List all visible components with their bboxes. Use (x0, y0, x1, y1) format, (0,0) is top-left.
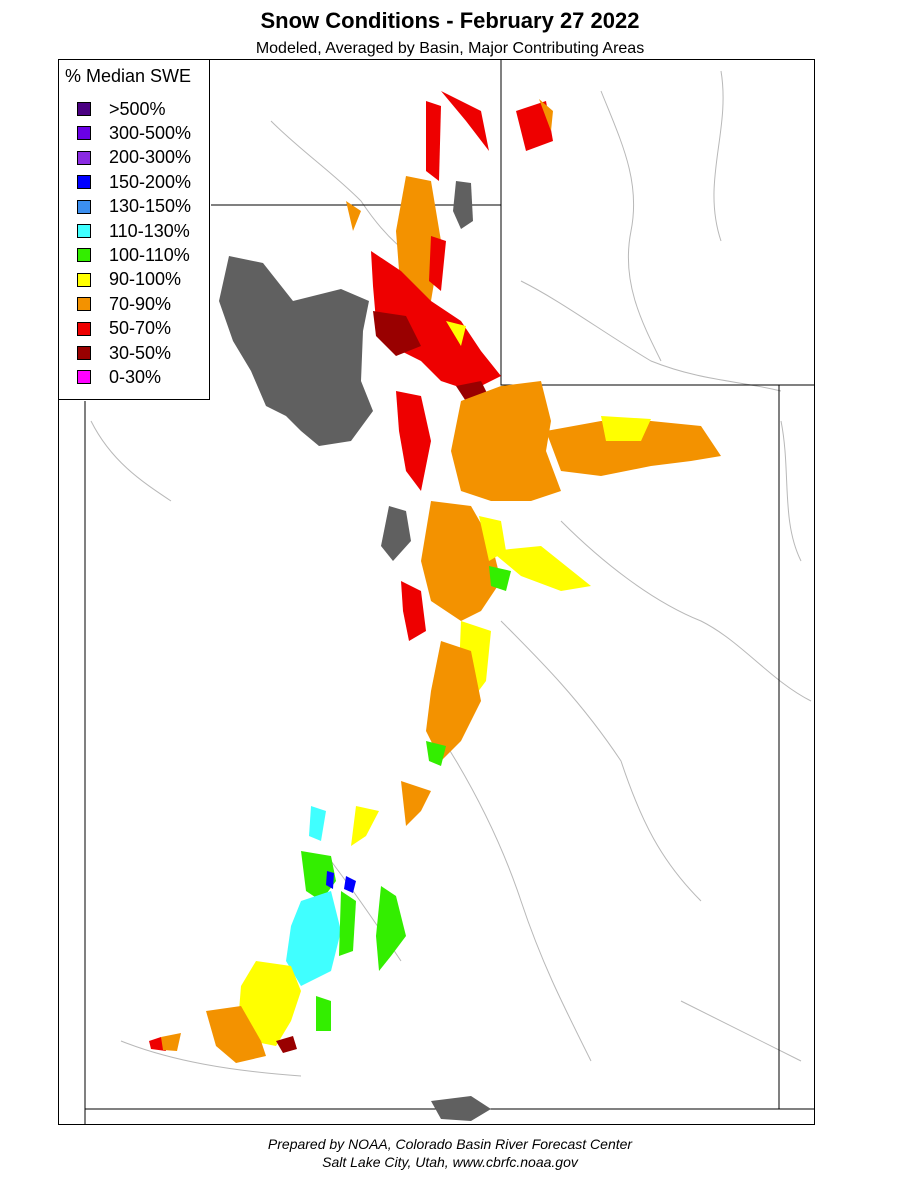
state-borders (84, 60, 814, 1124)
legend-item: >500% (77, 98, 166, 120)
snow-region (421, 501, 501, 621)
snow-region (539, 99, 553, 131)
snow-region (489, 566, 511, 591)
snow-region (451, 381, 561, 501)
legend-label: 150-200% (109, 171, 192, 192)
legend-swatch (77, 321, 91, 336)
snow-region (396, 391, 431, 491)
water-body (219, 256, 373, 446)
snow-region (351, 806, 379, 846)
map-canvas (84, 60, 814, 1124)
water-body (431, 1096, 491, 1121)
snow-region (401, 781, 431, 826)
legend-item: 200-300% (77, 147, 191, 169)
river-line (90, 420, 172, 502)
legend-swatch (77, 272, 91, 287)
legend-swatch (77, 150, 91, 165)
snow-region (426, 641, 481, 761)
legend-label: 50-70% (109, 318, 172, 339)
river-line (780, 420, 802, 562)
footer-line-2: Salt Lake City, Utah, www.cbrfc.noaa.gov (322, 1154, 578, 1170)
border-line (500, 60, 814, 386)
river-line (560, 520, 812, 702)
legend-label: 110-130% (109, 220, 190, 241)
snow-region (326, 871, 334, 889)
legend-swatch (77, 346, 91, 360)
legend-swatch (77, 224, 91, 238)
map-title: Snow Conditions - February 27 2022 (260, 8, 640, 33)
snow-region (371, 251, 501, 391)
legend-label: >500% (109, 98, 166, 119)
snow-region (276, 1036, 297, 1053)
snow-region (344, 876, 356, 893)
river-line (680, 1000, 802, 1062)
legend-swatch (77, 175, 91, 190)
map-subtitle: Modeled, Averaged by Basin, Major Contri… (255, 40, 645, 57)
snow-region (316, 996, 331, 1031)
snow-region (426, 741, 446, 766)
snow-region (206, 1006, 266, 1063)
legend-label: 90-100% (109, 269, 182, 290)
legend-item: 100-110% (77, 244, 190, 266)
snow-region (441, 91, 489, 151)
snow-region (309, 806, 326, 841)
river-line (120, 1040, 302, 1077)
legend-item: 90-100% (77, 269, 181, 291)
snow-region (161, 1033, 181, 1051)
river-line (500, 620, 702, 902)
snow-region (446, 321, 466, 346)
legend-item: 50-70% (77, 318, 171, 340)
legend: % Median SWE >500% 300-500% 200-300% 150-20… (58, 59, 210, 400)
snow-region (301, 851, 336, 901)
snow-region (346, 201, 361, 231)
legend-item: 150-200% (77, 171, 191, 193)
river-line (430, 720, 592, 1062)
snow-region (376, 886, 406, 971)
legend-item: 110-130% (77, 220, 190, 242)
legend-item: 130-150% (77, 196, 191, 218)
snow-region (373, 311, 421, 356)
legend-title: % Median SWE (65, 66, 192, 86)
legend-item: 300-500% (77, 122, 191, 144)
legend-swatch (77, 199, 91, 214)
legend-swatch (77, 297, 91, 312)
river-line (520, 280, 782, 392)
legend-label: 130-150% (109, 196, 192, 217)
snow-region (286, 891, 341, 986)
legend-swatch (77, 126, 91, 141)
legend-swatch (77, 102, 91, 116)
map-frame (58, 59, 815, 1125)
river-line (600, 90, 662, 362)
legend-label: 100-110% (109, 244, 190, 265)
snow-region (516, 101, 553, 151)
legend-item: 0-30% (77, 366, 161, 388)
snow-region (479, 516, 506, 561)
legend-label: 300-500% (109, 122, 192, 143)
legend-label: 30-50% (109, 342, 172, 363)
legend-label: 70-90% (109, 293, 172, 314)
snow-region (601, 416, 651, 441)
snow-region (401, 581, 426, 641)
water-body (453, 181, 473, 229)
snow-region (426, 101, 441, 181)
footer-line-1: Prepared by NOAA, Colorado Basin River F… (267, 1136, 633, 1152)
snow-region (546, 421, 721, 476)
legend-label: 0-30% (109, 366, 162, 387)
snow-region (239, 961, 301, 1046)
legend-swatch (77, 370, 91, 385)
legend-item: 30-50% (77, 342, 171, 364)
river-line (713, 70, 724, 242)
water-body (381, 506, 411, 561)
snow-region (339, 891, 356, 956)
legend-swatch (77, 248, 91, 263)
snow-region (429, 236, 446, 291)
snow-regions (149, 91, 721, 1063)
legend-label: 200-300% (109, 147, 192, 168)
legend-item: 70-90% (77, 293, 171, 315)
water-bodies (219, 181, 491, 1121)
snow-region (491, 546, 591, 591)
